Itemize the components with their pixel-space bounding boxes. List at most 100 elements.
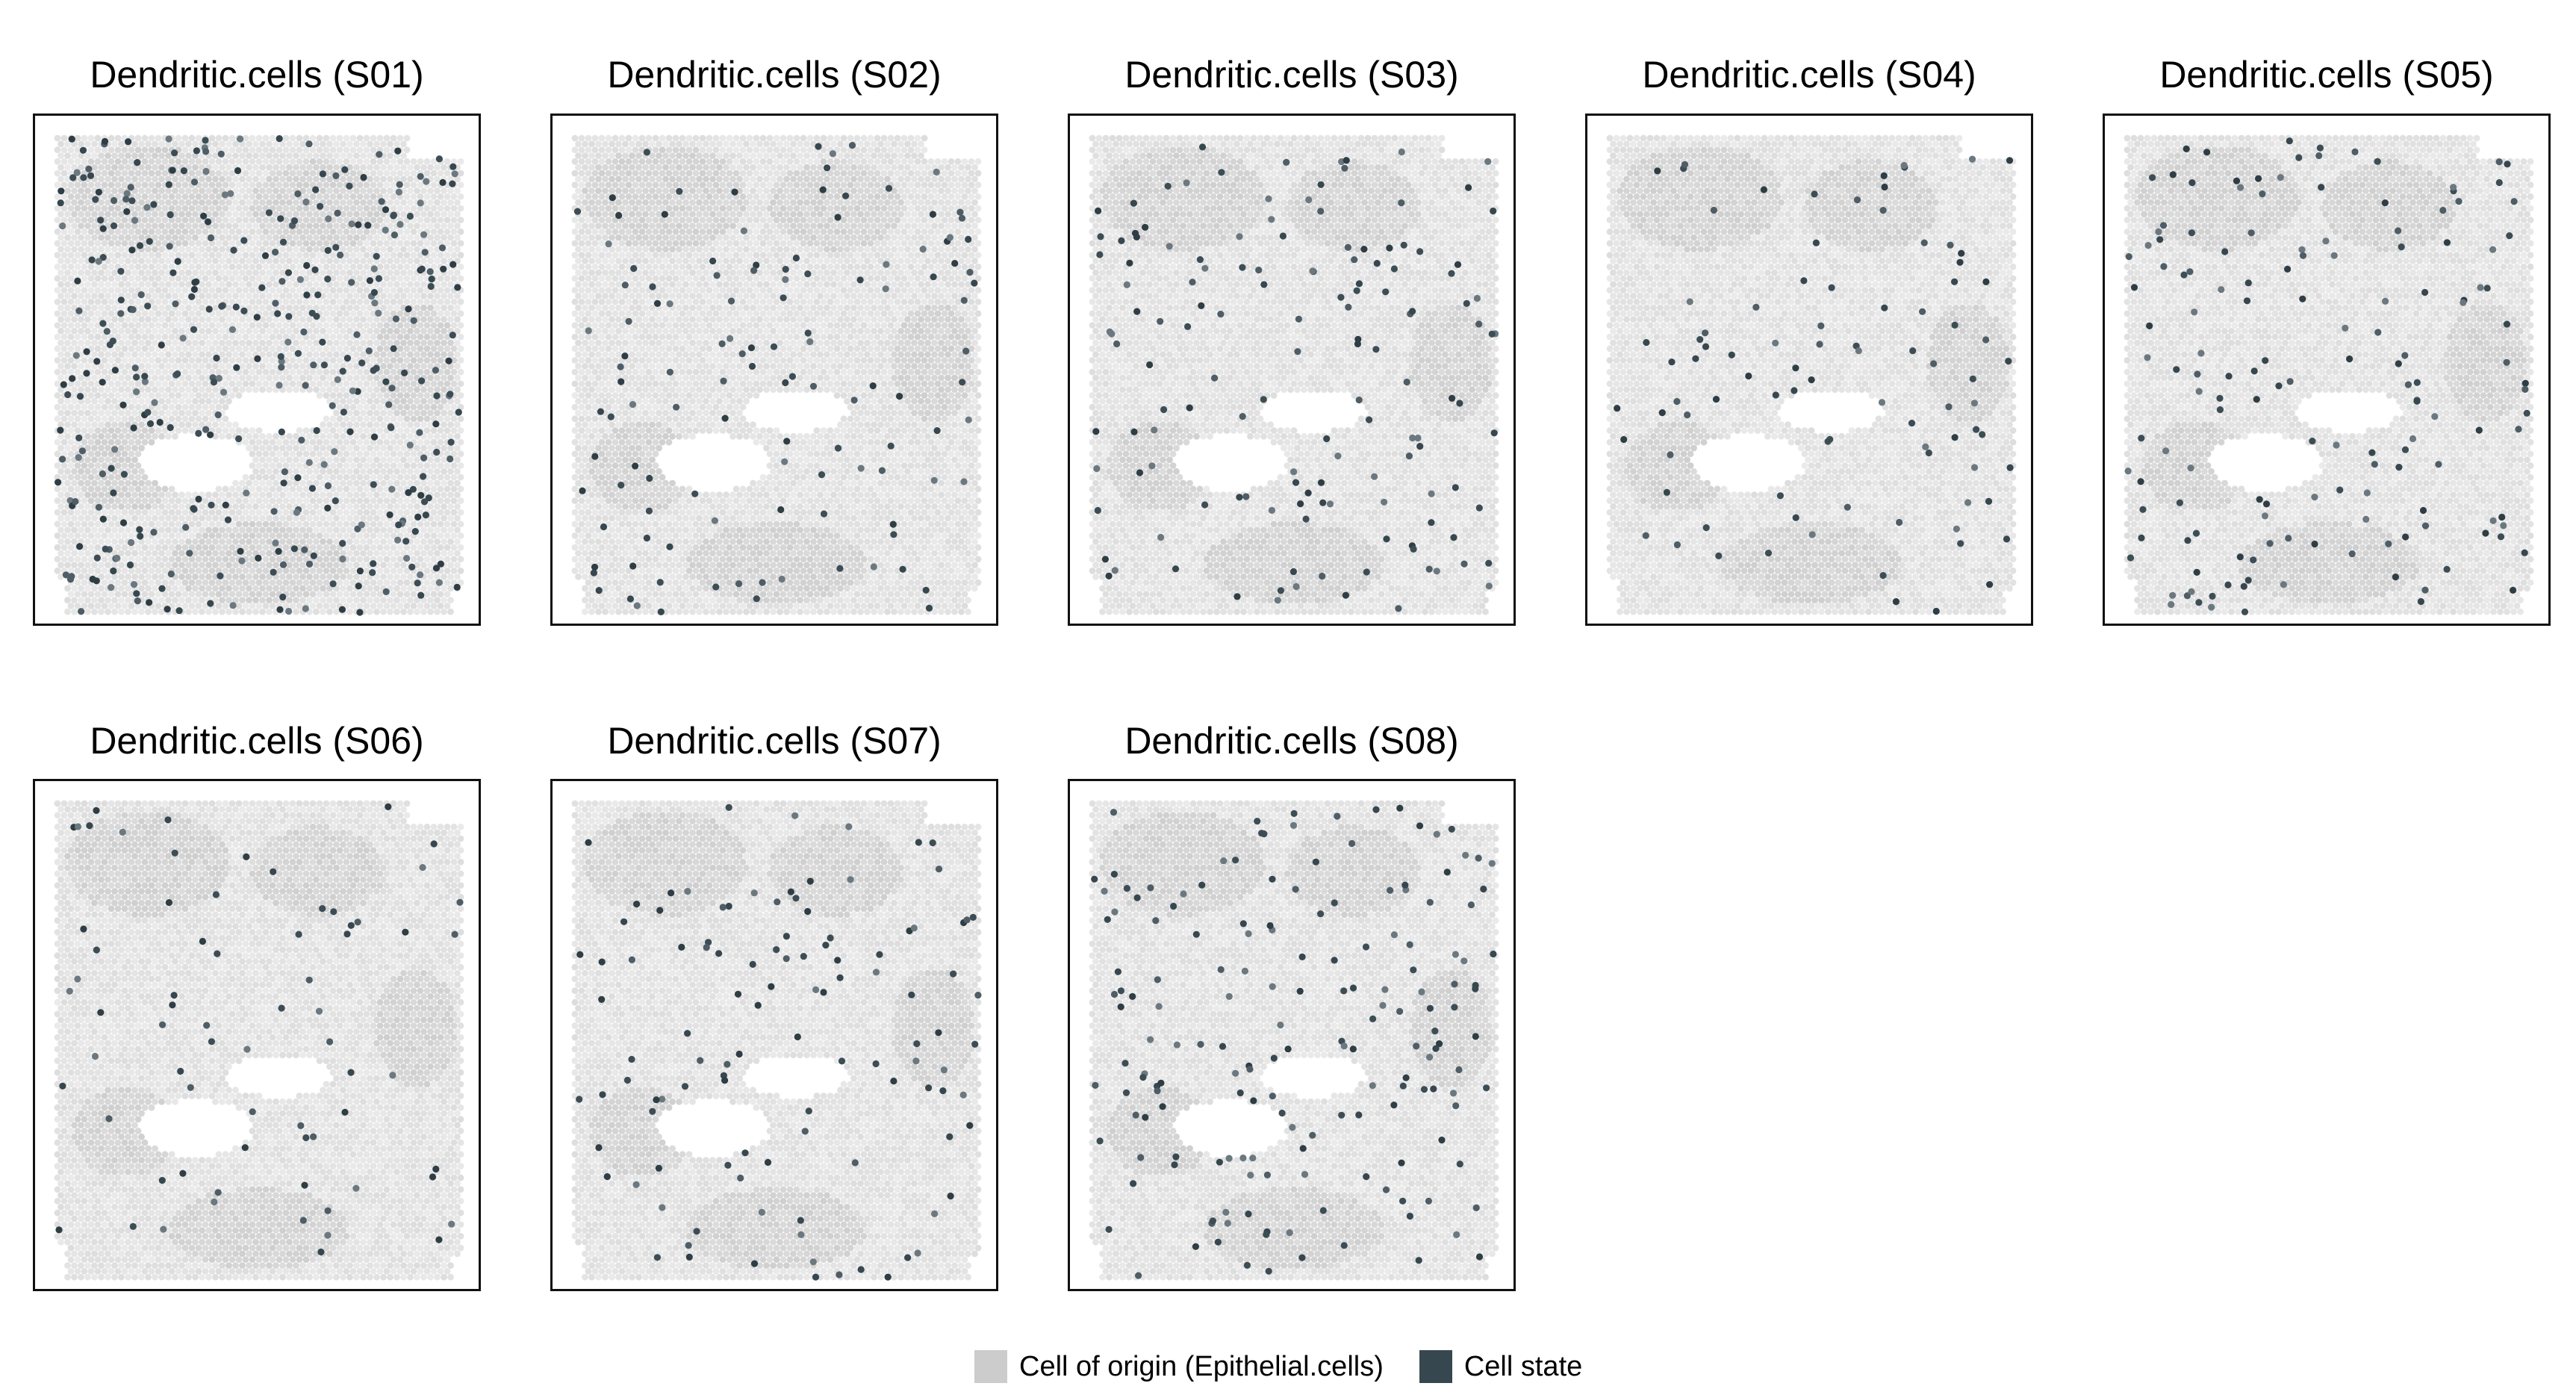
tissue-spot — [333, 397, 340, 405]
tissue-spot — [309, 568, 317, 574]
tissue-spot — [276, 579, 283, 586]
tissue-spot — [152, 374, 158, 382]
tissue-spot — [356, 158, 364, 165]
tissue-spot — [356, 544, 364, 551]
tissue-spot — [141, 473, 149, 481]
tissue-spot — [155, 298, 162, 305]
tissue-spot — [434, 339, 441, 347]
tissue-spot — [64, 187, 71, 194]
tissue-spot — [141, 228, 149, 235]
tissue-spot — [370, 473, 377, 481]
tissue-spot — [349, 509, 357, 516]
tissue-spot — [181, 579, 189, 586]
tissue-spot — [410, 158, 417, 165]
tissue-spot — [289, 357, 296, 364]
tissue-spot — [313, 573, 320, 580]
tissue-spot — [74, 462, 81, 469]
tissue-spot — [242, 252, 249, 258]
tissue-spot — [380, 164, 387, 171]
cell-state-spot — [93, 554, 101, 562]
tissue-spot — [396, 450, 404, 458]
tissue-spot — [450, 544, 458, 551]
tissue-spot — [410, 263, 417, 270]
tissue-spot — [306, 386, 313, 394]
tissue-spot — [353, 246, 360, 253]
tissue-spot — [447, 550, 454, 557]
tissue-spot — [279, 456, 286, 463]
tissue-spot — [403, 568, 411, 574]
tissue-spot — [370, 333, 377, 341]
tissue-spot — [57, 515, 64, 522]
cell-state-spot — [414, 513, 422, 521]
tissue-spot — [309, 521, 317, 528]
tissue-spot — [114, 333, 122, 341]
tissue-spot — [252, 258, 259, 264]
tissue-spot — [441, 515, 447, 522]
tissue-spot — [71, 526, 78, 533]
tissue-spot — [54, 298, 61, 305]
tissue-spot — [71, 491, 78, 498]
tissue-spot — [202, 380, 209, 388]
tissue-spot — [181, 217, 189, 223]
tissue-spot — [138, 573, 145, 580]
tissue-spot — [329, 322, 337, 329]
tissue-spot — [125, 152, 131, 159]
tissue-spot — [396, 263, 404, 270]
tissue-spot — [403, 228, 411, 235]
tissue-spot — [178, 573, 185, 580]
tissue-spot — [309, 497, 317, 504]
tissue-spot — [84, 515, 91, 522]
tissue-spot — [155, 380, 162, 388]
tissue-spot — [447, 351, 454, 358]
tissue-spot — [407, 234, 414, 241]
tissue-spot — [340, 467, 346, 475]
tissue-spot — [108, 205, 115, 212]
tissue-spot — [192, 246, 199, 253]
tissue-spot — [168, 544, 175, 551]
tissue-spot — [403, 403, 411, 411]
tissue-spot — [111, 479, 118, 487]
tissue-spot — [246, 152, 252, 159]
tissue-spot — [212, 491, 219, 498]
tissue-spot — [202, 298, 209, 305]
tissue-spot — [215, 392, 223, 399]
tissue-spot — [74, 532, 81, 539]
tissue-spot — [427, 444, 434, 452]
tissue-spot — [192, 363, 199, 370]
tissue-spot — [202, 591, 209, 598]
tissue-spot — [54, 403, 61, 411]
tissue-spot — [454, 550, 461, 557]
cell-state-spot — [66, 576, 75, 583]
tissue-spot — [363, 403, 370, 411]
tissue-spot — [349, 252, 357, 258]
tissue-spot — [155, 485, 162, 493]
tissue-spot — [57, 503, 64, 510]
tissue-spot — [155, 556, 162, 563]
tissue-spot — [71, 199, 78, 206]
tissue-spot — [434, 164, 441, 171]
tissue-spot — [313, 140, 320, 148]
tissue-spot — [316, 544, 323, 551]
tissue-spot — [71, 386, 78, 394]
tissue-spot — [181, 275, 189, 282]
tissue-spot — [249, 568, 256, 574]
tissue-spot — [293, 538, 299, 545]
tissue-spot — [326, 164, 333, 171]
tissue-spot — [299, 140, 306, 148]
tissue-spot — [457, 310, 464, 317]
tissue-spot — [111, 152, 118, 159]
tissue-spot — [131, 444, 138, 452]
tissue-spot — [403, 158, 411, 165]
tissue-spot — [255, 485, 263, 493]
tissue-spot — [202, 240, 209, 247]
tissue-spot — [403, 509, 411, 516]
tissue-spot — [235, 252, 243, 258]
tissue-spot — [380, 269, 387, 276]
tissue-spot — [78, 199, 84, 206]
tissue-spot — [367, 456, 373, 463]
tissue-spot — [199, 316, 205, 323]
tissue-spot — [54, 357, 61, 364]
tissue-spot — [148, 322, 155, 329]
tissue-spot — [259, 432, 266, 440]
tissue-spot — [138, 339, 145, 347]
